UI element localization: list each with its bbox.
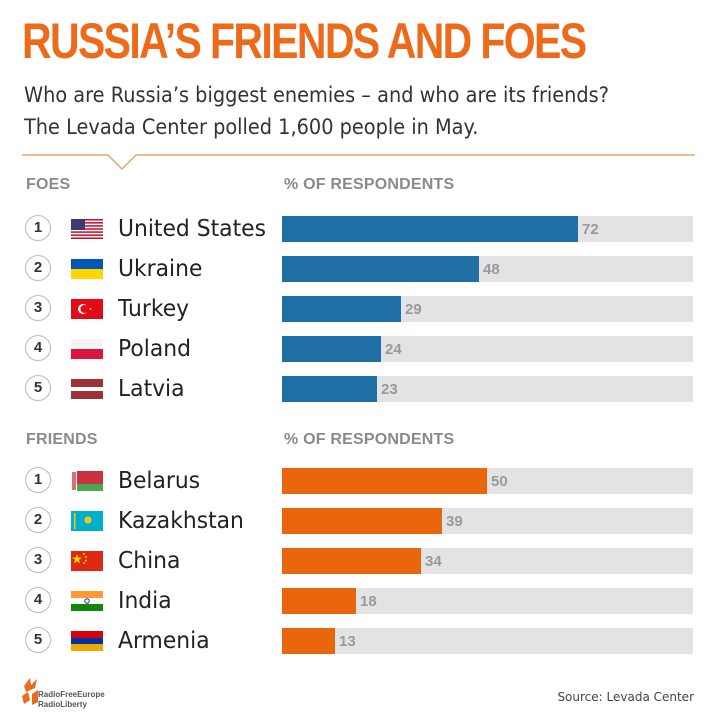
foes-bar-value-label: 23 bbox=[381, 381, 398, 398]
friends-bar-value-label: 39 bbox=[446, 513, 463, 530]
friends-country-label: Armenia bbox=[118, 628, 210, 654]
belarus-flag-icon bbox=[71, 471, 103, 491]
foes-bar-track: 24 bbox=[282, 336, 693, 362]
friends-bar bbox=[282, 508, 442, 534]
foes-rank-badge: 3 bbox=[25, 295, 51, 321]
foes-country-label: United States bbox=[118, 216, 266, 242]
foes-bar bbox=[282, 256, 479, 282]
foes-bar bbox=[282, 376, 377, 402]
rferl-logo bbox=[22, 678, 38, 705]
foes-rank-badge: 5 bbox=[25, 375, 51, 401]
foes-bar bbox=[282, 336, 381, 362]
friends-bar-track: 39 bbox=[282, 508, 693, 534]
friends-rank-badge: 3 bbox=[25, 547, 51, 573]
foes-rank-badge: 4 bbox=[25, 335, 51, 361]
foes-rank-badge: 1 bbox=[25, 215, 51, 241]
foes-bar-value-label: 72 bbox=[582, 221, 599, 238]
foes-section-label: FOES bbox=[26, 176, 71, 193]
friends-value-axis-label: % OF RESPONDENTS bbox=[284, 431, 455, 448]
friends-rank-badge: 1 bbox=[25, 467, 51, 493]
foes-bar-value-label: 24 bbox=[385, 341, 402, 358]
friends-country-label: Kazakhstan bbox=[118, 508, 244, 534]
friends-country-label: India bbox=[118, 588, 172, 614]
foes-bar-track: 23 bbox=[282, 376, 693, 402]
friends-bar bbox=[282, 548, 421, 574]
friends-bar-value-label: 50 bbox=[491, 473, 508, 490]
foes-country-label: Latvia bbox=[118, 376, 185, 402]
foes-rank-badge: 2 bbox=[25, 255, 51, 281]
foes-bar-track: 29 bbox=[282, 296, 693, 322]
friends-rank-badge: 5 bbox=[25, 627, 51, 653]
header-divider bbox=[22, 154, 695, 171]
friends-bar bbox=[282, 468, 487, 494]
latvia-flag-icon bbox=[71, 379, 103, 399]
friends-bar-track: 34 bbox=[282, 548, 693, 574]
source-note: Source: Levada Center bbox=[557, 690, 694, 704]
friends-bar-value-label: 34 bbox=[425, 553, 442, 570]
poland-flag-icon bbox=[71, 339, 103, 359]
us-flag-icon bbox=[71, 219, 103, 239]
friends-rank-badge: 2 bbox=[25, 507, 51, 533]
foes-bar-value-label: 48 bbox=[483, 261, 500, 278]
foes-country-label: Ukraine bbox=[118, 256, 203, 282]
friends-bar-track: 18 bbox=[282, 588, 693, 614]
logo-line-1: RadioFreeEurope bbox=[38, 690, 105, 699]
foes-bar bbox=[282, 296, 401, 322]
logo-line-2: RadioLiberty bbox=[38, 700, 87, 709]
foes-country-label: Poland bbox=[118, 336, 191, 362]
friends-bar-track: 50 bbox=[282, 468, 693, 494]
india-flag-icon bbox=[71, 591, 103, 611]
friends-bar bbox=[282, 628, 335, 654]
friends-bar-track: 13 bbox=[282, 628, 693, 654]
foes-bar-track: 72 bbox=[282, 216, 693, 242]
friends-bar bbox=[282, 588, 356, 614]
foes-bar-track: 48 bbox=[282, 256, 693, 282]
foes-country-label: Turkey bbox=[118, 296, 190, 322]
kazakhstan-flag-icon bbox=[71, 511, 103, 531]
friends-section-label: FRIENDS bbox=[26, 431, 98, 448]
page-title: RUSSIA’S FRIENDS AND FOES bbox=[22, 13, 587, 69]
foes-value-axis-label: % OF RESPONDENTS bbox=[284, 176, 455, 193]
china-flag-icon bbox=[71, 551, 103, 571]
friends-rank-badge: 4 bbox=[25, 587, 51, 613]
foes-bar-value-label: 29 bbox=[405, 301, 422, 318]
subtitle-line-2: The Levada Center polled 1,600 people in… bbox=[24, 115, 479, 139]
friends-bar-value-label: 13 bbox=[339, 633, 356, 650]
friends-bar-value-label: 18 bbox=[360, 593, 377, 610]
foes-bar bbox=[282, 216, 578, 242]
armenia-flag-icon bbox=[71, 631, 103, 651]
turkey-flag-icon bbox=[71, 299, 103, 319]
friends-country-label: China bbox=[118, 548, 181, 574]
ukraine-flag-icon bbox=[71, 259, 103, 279]
subtitle-line-1: Who are Russia’s biggest enemies – and w… bbox=[24, 83, 609, 107]
friends-country-label: Belarus bbox=[118, 468, 201, 494]
